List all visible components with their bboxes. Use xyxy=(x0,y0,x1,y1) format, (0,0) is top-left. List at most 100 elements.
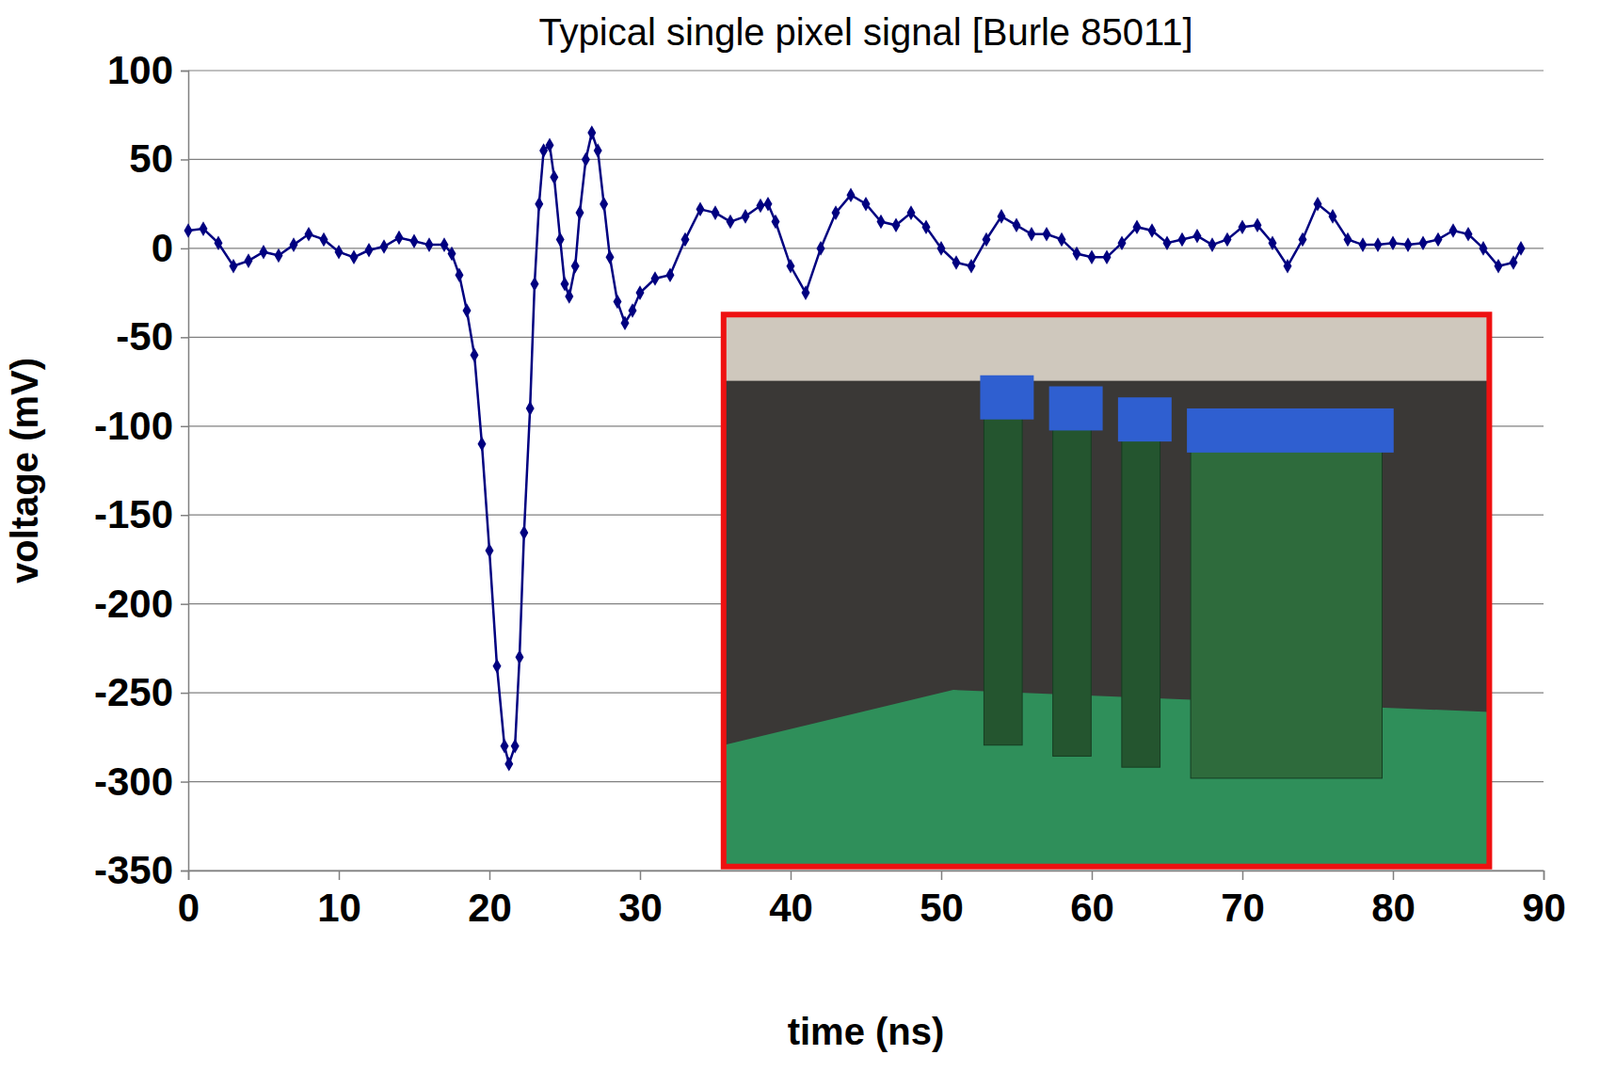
data-point xyxy=(1118,235,1127,251)
data-point xyxy=(1253,218,1263,234)
data-point xyxy=(1088,250,1097,266)
data-point xyxy=(410,234,419,250)
plot-area: -350-300-250-200-150-100-500501000102030… xyxy=(94,48,1567,930)
data-point xyxy=(1517,240,1526,256)
data-point xyxy=(997,208,1007,224)
tick-label: 100 xyxy=(107,48,174,93)
tick: -250 xyxy=(94,670,189,715)
data-point xyxy=(463,303,472,319)
data-point xyxy=(651,271,660,287)
data-point xyxy=(556,232,565,248)
tick-mark xyxy=(1091,870,1094,880)
data-point xyxy=(1434,232,1443,248)
data-point xyxy=(1238,219,1248,235)
tick-mark xyxy=(338,870,341,880)
tick-label: 30 xyxy=(618,885,663,930)
tick-label: 40 xyxy=(768,885,814,930)
data-point xyxy=(1148,223,1157,239)
data-point xyxy=(1389,235,1398,251)
data-point xyxy=(504,756,513,772)
y-axis-title: voltage (mV) xyxy=(3,357,46,584)
data-point xyxy=(440,237,449,253)
chart: -350-300-250-200-150-100-500501000102030… xyxy=(0,0,1600,1087)
data-point xyxy=(1449,223,1458,239)
data-point xyxy=(335,244,344,260)
data-point xyxy=(511,738,520,754)
y-axis: -350-300-250-200-150-100-50050100 xyxy=(94,48,190,893)
data-point xyxy=(847,187,856,203)
data-point xyxy=(952,255,961,271)
tick-mark xyxy=(180,159,189,161)
tick-mark xyxy=(180,781,189,784)
data-point xyxy=(621,315,630,331)
data-point xyxy=(455,267,464,283)
data-point xyxy=(549,170,559,186)
tick: 100 xyxy=(107,48,189,93)
data-point xyxy=(1193,228,1202,244)
photo-connector xyxy=(1118,397,1172,442)
tick-label: 50 xyxy=(919,885,964,930)
data-point xyxy=(380,239,389,255)
tick: -150 xyxy=(94,492,189,537)
photo-card xyxy=(983,414,1023,746)
tick: -300 xyxy=(94,758,189,803)
data-point xyxy=(1057,232,1067,248)
tick-label: 90 xyxy=(1521,885,1567,930)
tick-label: 0 xyxy=(177,885,200,930)
data-point xyxy=(515,650,525,666)
data-point xyxy=(581,152,591,168)
data-point xyxy=(244,253,254,269)
tick-mark xyxy=(941,870,944,880)
data-point xyxy=(493,658,502,674)
x-axis: 0102030405060708090 xyxy=(177,870,1567,930)
tick: -200 xyxy=(94,581,189,626)
data-point xyxy=(786,258,796,274)
data-point xyxy=(350,250,359,266)
data-point xyxy=(560,276,570,292)
data-point xyxy=(1268,235,1278,251)
photo-background xyxy=(723,314,1490,867)
data-point xyxy=(1359,237,1368,253)
tick-label: 70 xyxy=(1220,885,1265,930)
data-point xyxy=(365,242,374,258)
data-point xyxy=(613,294,623,310)
data-point xyxy=(1072,246,1082,262)
axis-line xyxy=(180,71,190,872)
tick-mark xyxy=(188,870,191,880)
x-axis-title: time (ns) xyxy=(787,1010,945,1053)
data-point xyxy=(1208,237,1217,253)
tick-label: 50 xyxy=(128,136,174,181)
data-point xyxy=(1419,235,1428,251)
data-point xyxy=(571,258,580,274)
grid xyxy=(188,70,1544,871)
photo-connector xyxy=(1049,385,1104,431)
data-point xyxy=(1283,258,1293,274)
data-point xyxy=(229,258,239,274)
data-point xyxy=(304,226,314,242)
photo-card xyxy=(1053,425,1092,757)
tick-label: 0 xyxy=(151,225,174,271)
data-point xyxy=(530,276,540,292)
data-point xyxy=(184,223,193,239)
photo-wall xyxy=(723,314,1490,381)
tick-label: -150 xyxy=(94,492,174,537)
tick-mark xyxy=(1543,870,1546,880)
tick: 50 xyxy=(919,870,964,930)
data-point xyxy=(199,221,208,237)
data-point xyxy=(1464,226,1473,242)
axis-line xyxy=(189,871,1545,881)
data-point xyxy=(1479,240,1488,256)
tick-mark xyxy=(180,603,189,606)
data-point xyxy=(907,205,916,221)
data-point xyxy=(1298,232,1308,248)
data-point xyxy=(756,198,766,214)
data-point xyxy=(862,196,871,212)
data-point xyxy=(1163,235,1172,251)
data-point xyxy=(628,303,638,319)
tick: 80 xyxy=(1371,870,1416,930)
data-point xyxy=(726,214,736,230)
data-point xyxy=(1509,255,1519,271)
photo-connector xyxy=(979,375,1034,420)
data-point xyxy=(448,246,457,262)
data-point xyxy=(816,240,826,256)
